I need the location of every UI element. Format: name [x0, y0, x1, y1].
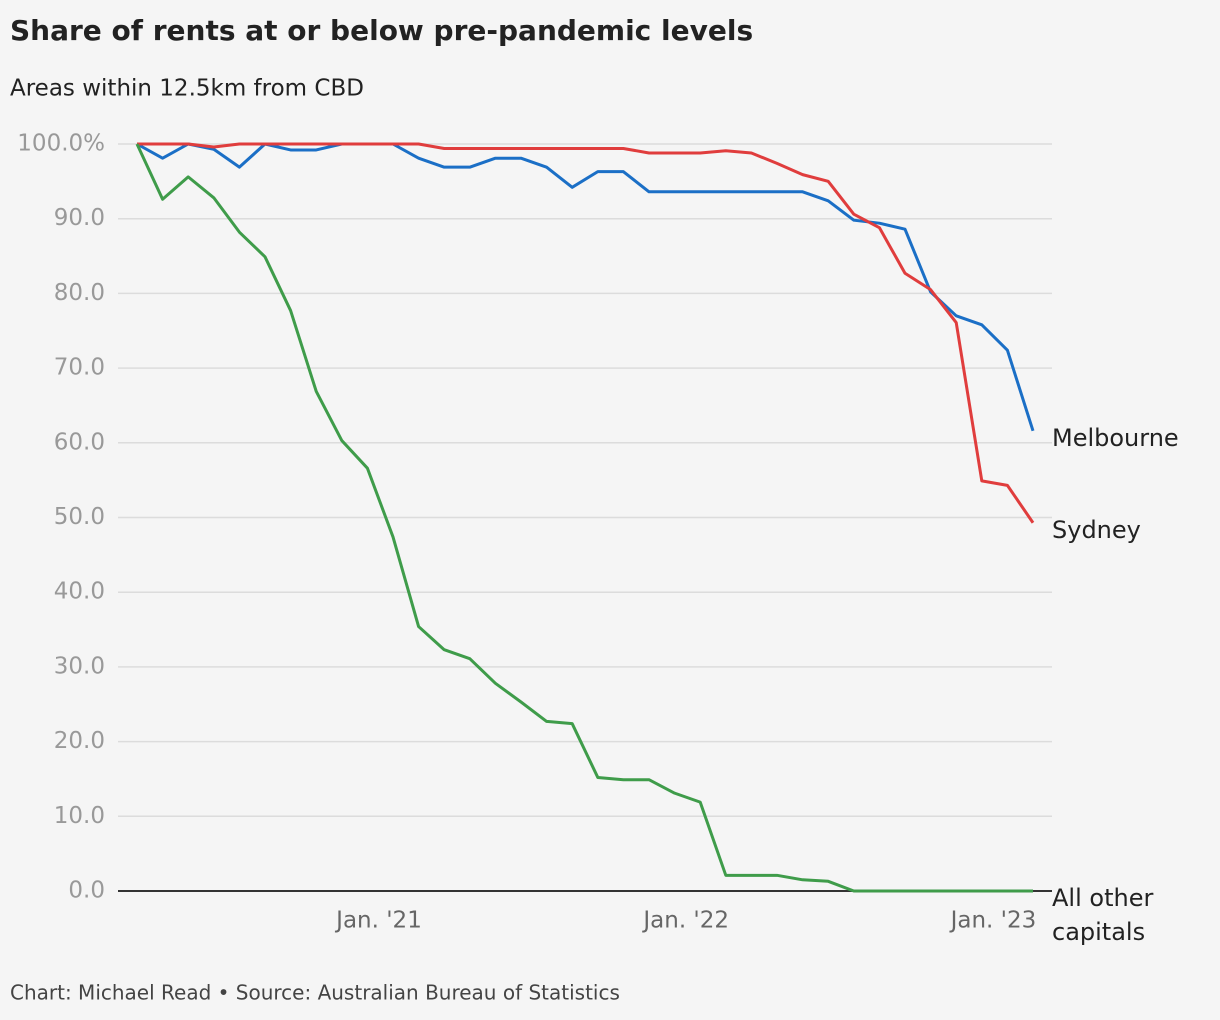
x-tick-label: Jan. '23 — [949, 908, 1037, 934]
y-tick-label: 40.0 — [54, 579, 105, 605]
x-tick-label: Jan. '21 — [334, 908, 422, 934]
y-tick-label: 20.0 — [54, 728, 105, 754]
series-line — [136, 142, 1035, 432]
y-tick-label: 0.0 — [68, 878, 105, 904]
series-label: Melbourne — [1052, 423, 1179, 452]
series-line — [135, 143, 1033, 893]
series-line — [137, 142, 1035, 524]
y-tick-label: 70.0 — [54, 355, 105, 381]
y-tick-label: 10.0 — [54, 803, 105, 829]
y-tick-label: 90.0 — [54, 205, 105, 231]
chart-subtitle: Areas within 12.5km from CBD — [10, 76, 364, 102]
series-label: All other capitals — [1052, 884, 1154, 946]
y-tick-label: 100.0% — [17, 131, 105, 157]
series-label: Sydney — [1052, 515, 1141, 544]
chart-title: Share of rents at or below pre-pandemic … — [10, 14, 753, 47]
x-tick-label: Jan. '22 — [641, 908, 729, 934]
y-tick-label: 50.0 — [54, 504, 105, 530]
y-tick-label: 30.0 — [54, 653, 105, 679]
y-tick-label: 60.0 — [54, 429, 105, 455]
footer: Chart: Michael Read • Source: Australian… — [10, 981, 620, 1005]
y-tick-label: 80.0 — [54, 280, 105, 306]
